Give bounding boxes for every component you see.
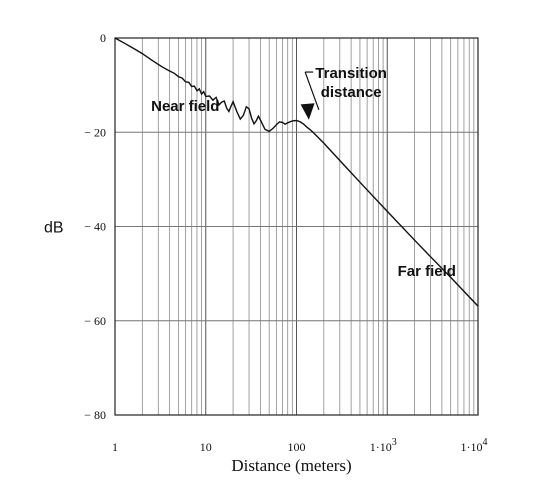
y-tick-label: − 80 [84, 408, 106, 422]
y-tick-label: − 60 [84, 314, 106, 328]
annotations: Near field Transition distance Far field [151, 65, 456, 280]
x-tick-label: 1·103 [370, 437, 397, 454]
annotation-arrow-head [300, 103, 315, 120]
y-axis-label: dB [44, 220, 64, 237]
y-tick-label: 0 [100, 31, 106, 45]
x-tick-label: 1 [112, 440, 118, 454]
x-tick-label: 100 [288, 440, 306, 454]
annotation-label: Far field [398, 263, 456, 280]
x-tick-labels: 1 10 100 1·103 1·104 [112, 437, 488, 454]
annotation-arrow-shaft [304, 71, 320, 110]
x-tick-label: 10 [200, 440, 212, 454]
annotation-label: Transition distance [315, 65, 387, 101]
y-tick-label: − 20 [84, 125, 106, 139]
grid-lines [115, 38, 478, 415]
y-tick-label: − 40 [84, 220, 106, 234]
plot-frame [114, 37, 479, 416]
x-axis-label: Distance (meters) [231, 456, 351, 475]
x-tick-label: 1·104 [461, 437, 488, 454]
y-tick-labels: 0 − 20 − 40 − 60 − 80 [84, 31, 106, 422]
series-line [114, 37, 479, 307]
annotation-label: Near field [151, 98, 219, 115]
